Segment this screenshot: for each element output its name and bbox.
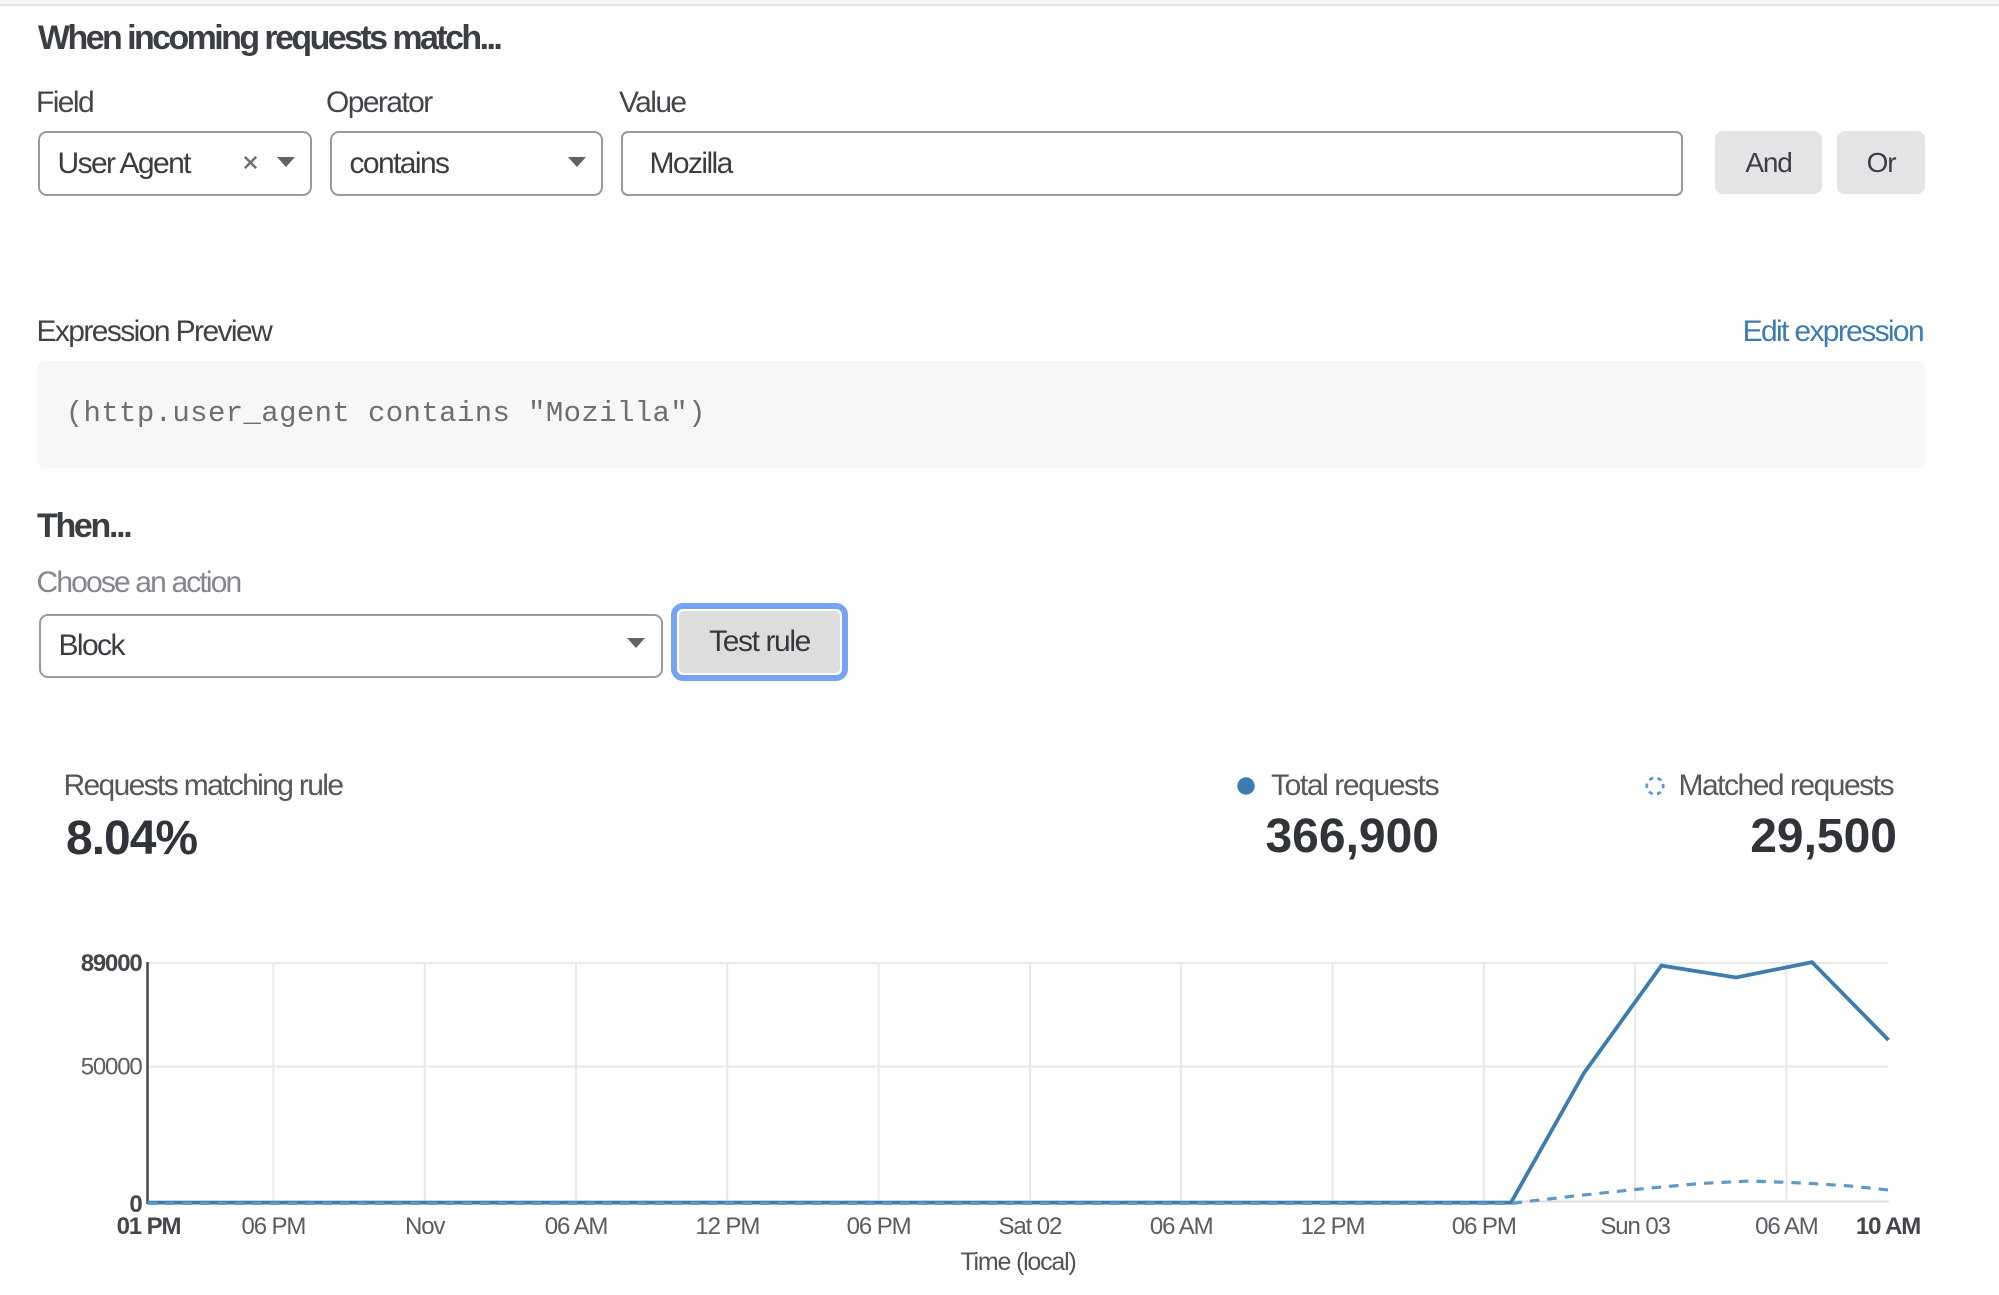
svg-text:06 AM: 06 AM xyxy=(1755,1213,1818,1240)
svg-text:Nov: Nov xyxy=(405,1213,445,1240)
svg-text:50000: 50000 xyxy=(81,1054,143,1081)
svg-text:0: 0 xyxy=(129,1191,142,1218)
svg-text:Sat 02: Sat 02 xyxy=(999,1213,1063,1240)
svg-text:Sun 03: Sun 03 xyxy=(1600,1213,1670,1240)
svg-text:06 AM: 06 AM xyxy=(1150,1213,1213,1240)
svg-text:06 PM: 06 PM xyxy=(847,1213,911,1240)
svg-text:01 PM: 01 PM xyxy=(117,1213,181,1240)
svg-text:Time (local): Time (local) xyxy=(960,1248,1075,1276)
svg-text:12 PM: 12 PM xyxy=(695,1213,759,1240)
svg-text:89000: 89000 xyxy=(81,950,143,977)
svg-text:06 PM: 06 PM xyxy=(1452,1213,1516,1240)
svg-text:06 AM: 06 AM xyxy=(545,1213,608,1240)
svg-text:12 PM: 12 PM xyxy=(1301,1213,1365,1240)
svg-text:06 PM: 06 PM xyxy=(241,1213,305,1240)
svg-text:10 AM: 10 AM xyxy=(1856,1213,1920,1240)
